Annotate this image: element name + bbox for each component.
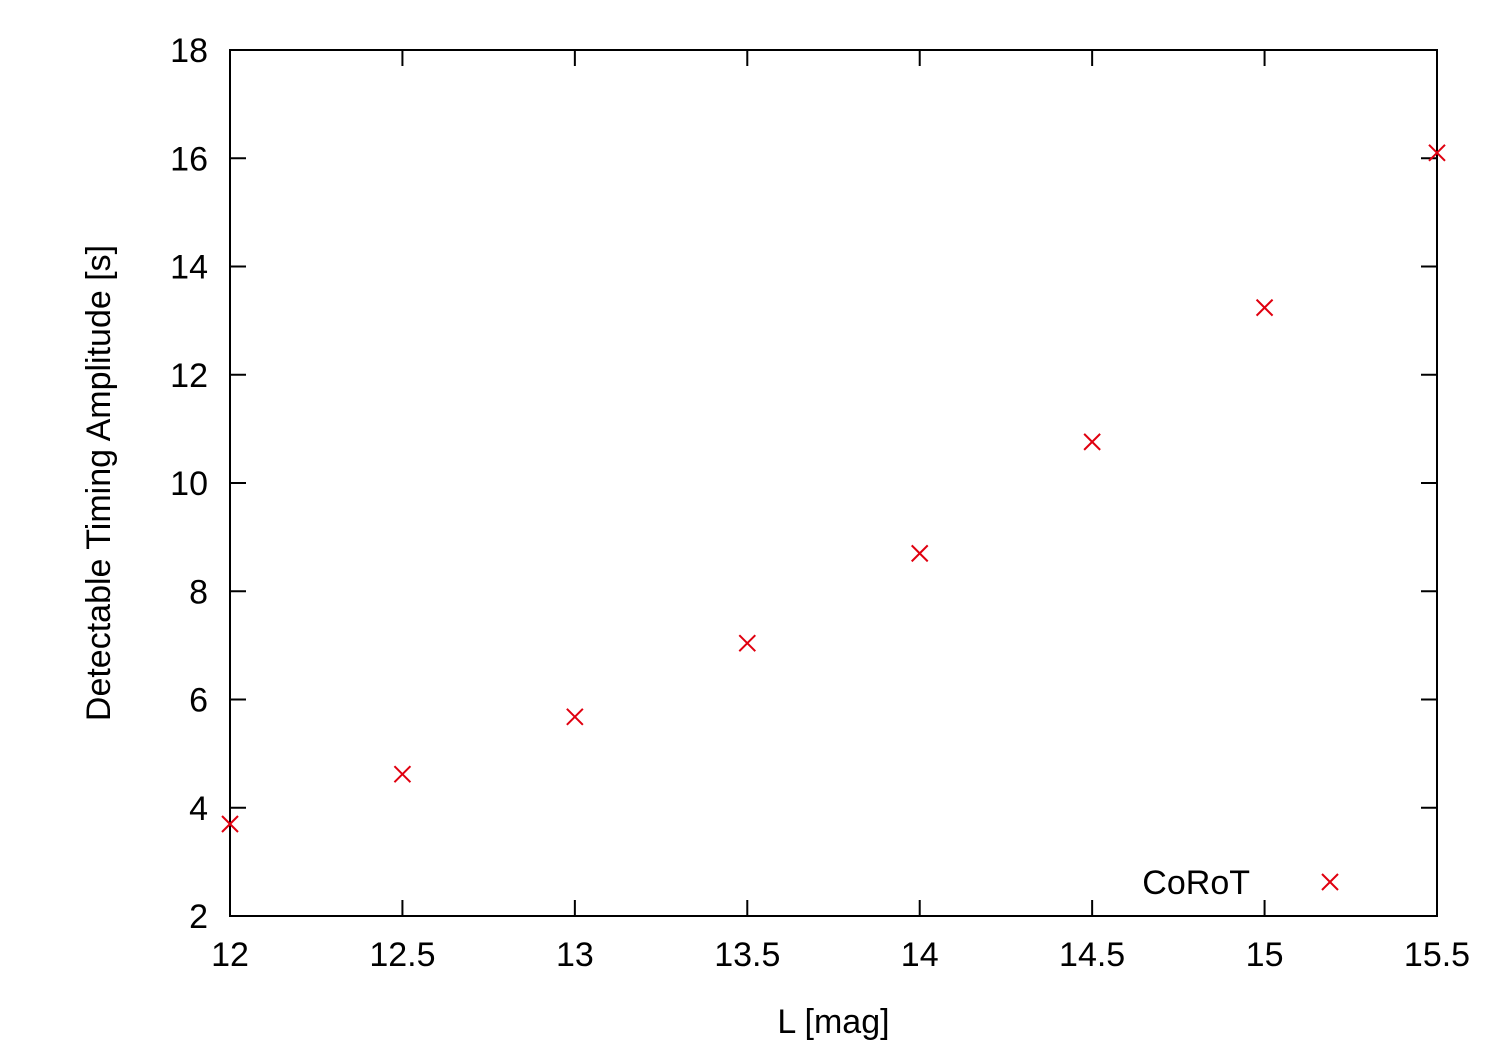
x-tick-label: 12.5	[369, 936, 435, 974]
data-point-corot	[738, 634, 756, 652]
y-tick-label: 10	[170, 465, 208, 503]
plot-frame	[229, 49, 1438, 917]
y-tick-label: 16	[170, 140, 208, 178]
data-points	[221, 144, 1446, 833]
data-point-corot	[1255, 298, 1274, 317]
data-point-corot	[393, 765, 412, 783]
x-tick-label: 13.5	[714, 936, 780, 974]
data-point-corot	[1083, 433, 1101, 451]
x-tick-label: 14	[901, 936, 939, 974]
y-axis-title: Detectable Timing Amplitude [s]	[80, 245, 118, 721]
y-tick-label: 18	[170, 32, 208, 70]
legend-label-corot: CoRoT	[1142, 864, 1250, 902]
data-point-corot	[221, 815, 239, 833]
x-tick-label: 12	[211, 936, 249, 974]
y-tick-label: 6	[189, 682, 208, 720]
x-tick-label: 15.5	[1404, 936, 1470, 974]
y-tick-label: 12	[170, 357, 208, 395]
data-point-corot	[911, 544, 929, 563]
data-point-corot	[566, 708, 584, 726]
legend-marker-cross	[1321, 873, 1339, 891]
ticks	[229, 49, 1438, 917]
y-tick-label: 2	[189, 898, 208, 936]
x-axis-title: L [mag]	[777, 1003, 889, 1041]
y-tick-label: 4	[189, 790, 208, 828]
y-tick-label: 8	[189, 573, 208, 611]
data-point-corot	[1428, 144, 1446, 162]
x-tick-label: 13	[556, 936, 594, 974]
legend: CoRoT	[1142, 864, 1339, 902]
x-tick-label: 14.5	[1059, 936, 1125, 974]
x-tick-label: 15	[1246, 936, 1284, 974]
y-tick-label: 14	[170, 249, 208, 287]
tick-labels: 12 12.5 13 13.5 14 14.5 15 15.5 2 4 6 8 10 12 14 16 18	[170, 32, 1470, 974]
legend-marker-corot	[1321, 873, 1339, 891]
